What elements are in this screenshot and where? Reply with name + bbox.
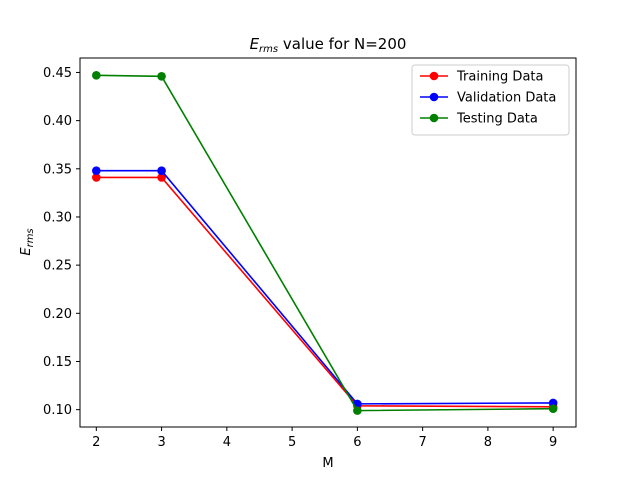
x-tick-label: 3 xyxy=(157,435,165,450)
x-tick-label: 7 xyxy=(418,435,426,450)
x-tick-label: 2 xyxy=(92,435,100,450)
data-point-validation-data xyxy=(92,166,101,176)
y-axis-label: Erms xyxy=(19,228,36,255)
x-tick-label: 8 xyxy=(484,435,492,450)
legend-label: Testing Data xyxy=(456,112,538,127)
data-point-validation-data xyxy=(157,166,166,176)
x-tick-label: 4 xyxy=(223,435,231,450)
y-tick-label: 0.15 xyxy=(43,355,72,370)
plot-area xyxy=(92,71,558,415)
y-tick-label: 0.35 xyxy=(43,162,72,177)
chart-title-subscript: rms xyxy=(259,44,278,55)
data-point-testing-data xyxy=(353,406,362,415)
legend-label: Training Data xyxy=(456,70,543,85)
series-line-training-data xyxy=(96,176,554,408)
data-point-training-data xyxy=(157,173,166,182)
y-tick-label: 0.25 xyxy=(43,259,72,274)
legend: Training Data Validation Data Testing Data xyxy=(411,64,570,136)
legend-swatch-marker xyxy=(429,92,439,102)
y-tick-label: 0.30 xyxy=(43,210,72,225)
y-tick-label: 0.10 xyxy=(43,403,72,418)
y-axis-ticks: 0.10 0.15 0.20 0.25 0.30 0.35 0.40 0.45 xyxy=(43,66,80,418)
data-point-testing-data xyxy=(92,71,101,80)
x-axis-ticks: 2 3 4 5 6 7 8 9 xyxy=(92,427,557,450)
x-axis-label: M xyxy=(322,456,333,471)
chart-title: Erms value for N=200 xyxy=(250,35,407,55)
data-point-testing-data xyxy=(548,404,558,413)
series-line-validation-data xyxy=(96,169,554,405)
y-tick-label: 0.40 xyxy=(43,114,72,129)
chart-title-main: E xyxy=(250,35,260,53)
data-point-training-data xyxy=(92,173,101,182)
plot-frame xyxy=(79,57,577,428)
x-tick-label: 6 xyxy=(353,435,361,450)
legend-swatch-marker xyxy=(429,71,439,81)
y-tick-label: 0.20 xyxy=(43,307,72,322)
legend-swatch-marker xyxy=(429,113,439,123)
series-line-testing-data xyxy=(96,74,554,412)
legend-box xyxy=(411,64,570,136)
y-axis-label-subscript: rms xyxy=(25,228,36,247)
legend-label: Validation Data xyxy=(457,91,556,106)
data-point-testing-data xyxy=(157,72,166,81)
x-tick-label: 9 xyxy=(549,435,557,450)
y-axis-label-main: E xyxy=(19,247,34,256)
y-tick-label: 0.45 xyxy=(43,66,72,81)
chart-title-rest: value for N=200 xyxy=(278,35,406,53)
x-tick-label: 5 xyxy=(288,435,296,450)
